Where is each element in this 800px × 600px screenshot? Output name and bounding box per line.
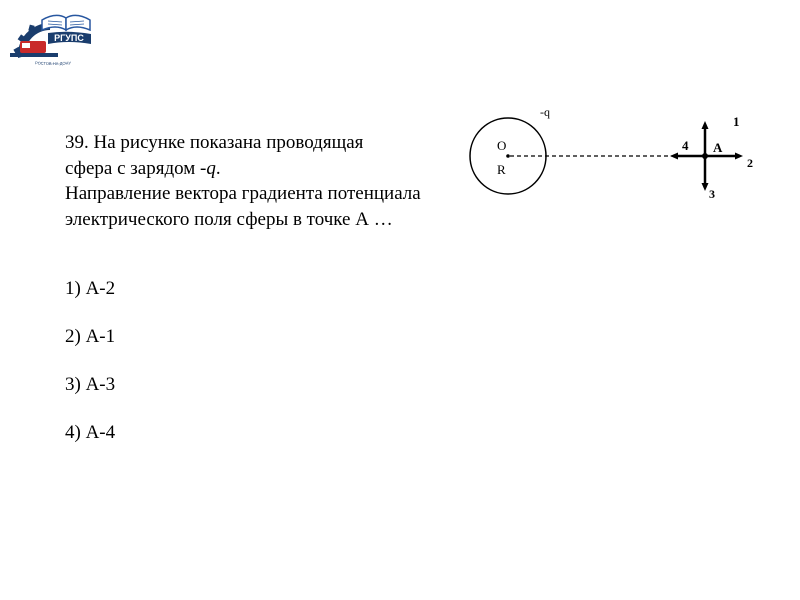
arrow-1-label: 1: [733, 114, 740, 129]
university-logo: РГУПС РОСТОВ-НА-ДОНУ: [8, 8, 93, 66]
logo-text: РГУПС: [54, 33, 84, 43]
charge-label: -q: [540, 108, 550, 119]
answer-options: 1) А-2 2) А-1 3) А-3 4) А-4: [65, 278, 735, 444]
option-2: 2) А-1: [65, 326, 735, 348]
question-line-3: Направление вектора градиента потенциала: [65, 181, 735, 207]
svg-text:РОСТОВ-НА-ДОНУ: РОСТОВ-НА-ДОНУ: [35, 60, 72, 66]
question-line-2: сфера с зарядом -q.: [65, 156, 735, 182]
arrow-2-label: 2: [747, 156, 753, 170]
line2-prefix: сфера с зарядом -: [65, 158, 206, 179]
option-4: 4) А-4: [65, 422, 735, 444]
option-3: 3) А-3: [65, 374, 735, 396]
line2-suffix: .: [216, 158, 221, 179]
question-line-4: электрического поля сферы в точке А …: [65, 207, 735, 233]
line2-var: q: [206, 158, 216, 179]
question-line-1: 39. На рисунке показана проводящая: [65, 130, 735, 156]
option-1: 1) А-2: [65, 278, 735, 300]
question-block: 39. На рисунке показана проводящая сфера…: [65, 130, 735, 470]
